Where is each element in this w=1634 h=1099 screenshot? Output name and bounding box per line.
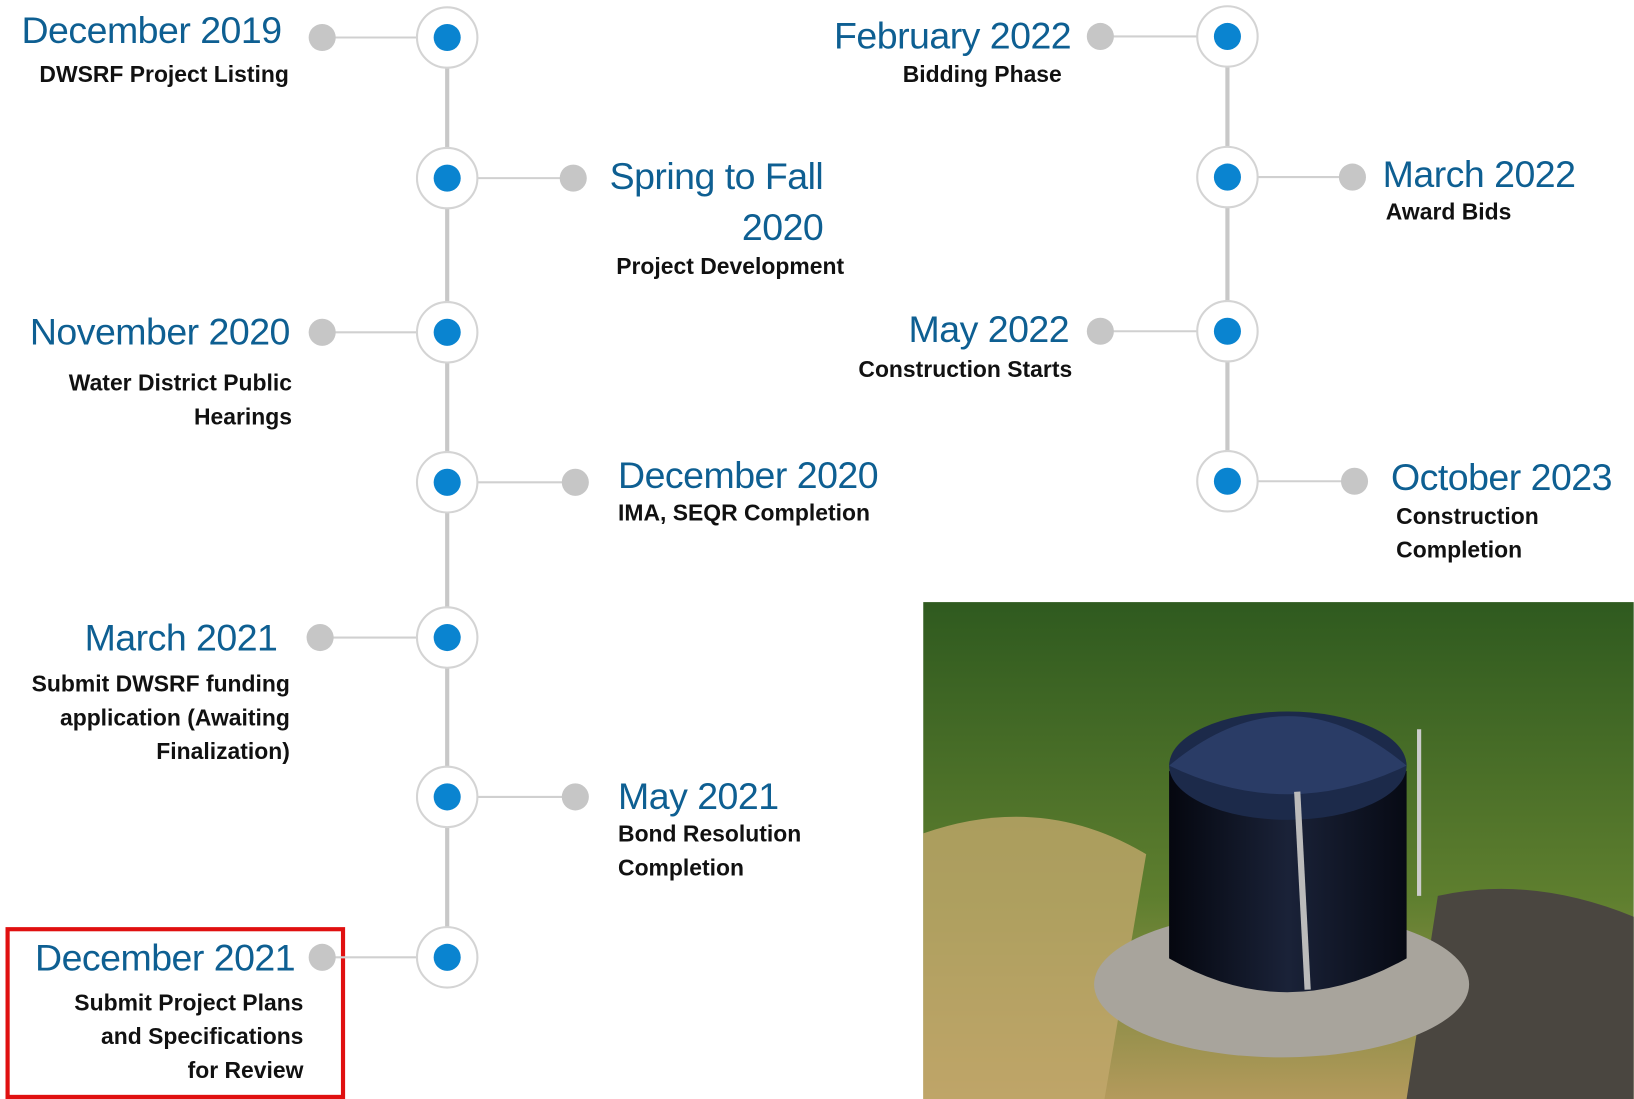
event-date: December 2019 [22, 9, 282, 51]
event-description: Project Development [616, 253, 844, 279]
event-description: DWSRF Project Listing [39, 61, 288, 87]
gray-dot [562, 469, 589, 496]
gray-dot [1341, 468, 1368, 495]
node-dot [434, 783, 461, 810]
timeline-slide: December 2019 DWSRF Project Listing Spring… [0, 0, 1634, 1099]
gray-dot [309, 24, 336, 51]
node-dot [434, 624, 461, 651]
event-description: application (Awaiting [60, 704, 290, 730]
event-description: Construction Starts [858, 356, 1072, 382]
gray-dot [307, 624, 334, 651]
gray-dot [1339, 164, 1366, 191]
event-date: October 2023 [1391, 456, 1612, 498]
event-description: Finalization) [156, 738, 290, 764]
event-date: May 2022 [909, 308, 1070, 350]
node-dot [434, 165, 461, 192]
event-date: December 2021 [35, 936, 295, 978]
event-date: 2020 [742, 206, 823, 248]
gray-dot [562, 783, 589, 810]
event-date: March 2022 [1383, 153, 1576, 195]
event-date: May 2021 [618, 775, 779, 817]
event-description: Water District Public [69, 369, 292, 395]
node-dot [1214, 318, 1241, 345]
event-description: Hearings [194, 403, 292, 429]
photo [923, 602, 1633, 1099]
event-date: February 2022 [834, 14, 1071, 56]
gray-dot [309, 944, 336, 971]
event-description: IMA, SEQR Completion [618, 500, 870, 526]
node-dot [434, 319, 461, 346]
gray-dot [309, 319, 336, 346]
node-dot [434, 469, 461, 496]
event-description: Award Bids [1386, 199, 1512, 225]
event-description: Bond Resolution [618, 820, 801, 846]
event-date: March 2021 [85, 617, 278, 659]
event-description: Completion [1396, 537, 1522, 563]
event-description: Completion [618, 854, 744, 880]
node-dot [1214, 23, 1241, 50]
event-description: and Specifications [101, 1023, 303, 1049]
event-date: November 2020 [30, 310, 290, 352]
gray-dot [1087, 23, 1114, 50]
event-description: for Review [188, 1057, 304, 1083]
event-date: December 2020 [618, 454, 878, 496]
event-description: Construction [1396, 503, 1539, 529]
event-description: Submit DWSRF funding [32, 670, 290, 696]
node-dot [434, 944, 461, 971]
node-dot [1214, 468, 1241, 495]
event-description: Bidding Phase [903, 61, 1062, 87]
node-dot [1214, 164, 1241, 191]
event-date: Spring to Fall [610, 155, 824, 197]
gray-dot [1087, 318, 1114, 345]
node-dot [434, 24, 461, 51]
gray-dot [560, 165, 587, 192]
event-description: Submit Project Plans [74, 989, 303, 1015]
